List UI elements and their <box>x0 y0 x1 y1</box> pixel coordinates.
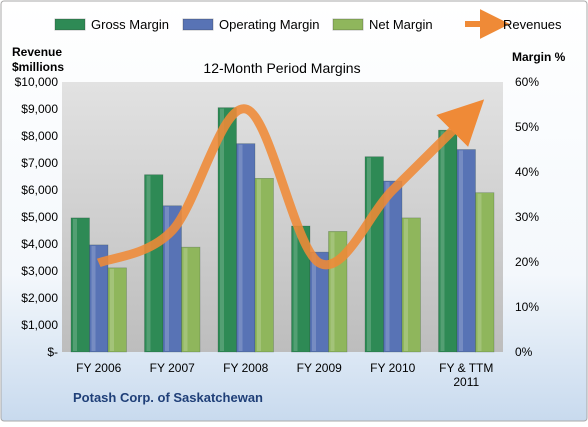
left-tick-label: $3,000 <box>21 264 58 278</box>
legend-label-gross-margin: Gross Margin <box>91 17 169 32</box>
bar-highlight <box>459 150 463 351</box>
revenue-line <box>96 99 485 270</box>
bar-highlight <box>220 108 224 352</box>
bar-highlight <box>91 245 96 351</box>
bar-highlight <box>146 175 151 351</box>
right-tick-label: 50% <box>515 120 539 134</box>
plot-area <box>62 82 503 352</box>
bars <box>70 107 495 353</box>
bar-highlight <box>73 218 77 351</box>
category-label: FY 2010 <box>370 361 415 375</box>
bar-highlight <box>257 179 261 351</box>
bar-highlight <box>367 157 371 351</box>
legend: Gross Margin Operating Margin Net Margin Re… <box>54 9 562 39</box>
bar-highlight <box>293 227 298 351</box>
right-tick-label: 40% <box>515 165 539 179</box>
right-axis-label: Margin % <box>512 50 566 64</box>
bar-highlight <box>477 193 482 351</box>
left-tick-label: $5,000 <box>21 210 58 224</box>
left-tick-label: $4,000 <box>21 237 58 251</box>
bar-highlight <box>385 182 390 351</box>
bar-net-margin <box>254 178 274 353</box>
bar-net-margin <box>401 217 421 353</box>
legend-swatch-net-margin <box>332 18 364 31</box>
right-tick-label: 20% <box>515 255 539 269</box>
bar-highlight <box>183 248 188 351</box>
left-tick-label: $- <box>47 345 58 359</box>
right-tick-label: 10% <box>515 300 539 314</box>
left-tick-label: $1,000 <box>21 318 58 332</box>
legend-swatch-operating-margin <box>182 18 214 31</box>
bar-highlight <box>238 144 243 351</box>
revenue-line-group <box>96 99 485 270</box>
left-tick-label: $8,000 <box>21 129 58 143</box>
chart-title: 12-Month Period Margins <box>203 60 360 76</box>
bar-highlight <box>312 253 316 351</box>
category-label: FY 2006 <box>76 361 121 375</box>
bar-net-margin <box>181 246 201 353</box>
category-label: FY 2007 <box>150 361 195 375</box>
bar-highlight <box>330 232 335 351</box>
category-label: FY 2009 <box>297 361 342 375</box>
left-axis-ticks: $- $1,000 $2,000 $3,000 $4,000 $5,000 $6,000 $7… <box>15 75 59 359</box>
legend-label-operating-margin: Operating Margin <box>219 17 319 32</box>
category-labels: FY 2006 FY 2007 FY 2008 FY 2009 FY 2010 FY & … <box>76 361 493 389</box>
left-tick-label: $9,000 <box>21 102 58 116</box>
bar-net-margin <box>475 192 495 353</box>
legend-swatch-gross-margin <box>54 18 86 31</box>
bar-net-margin <box>107 267 127 353</box>
bar-highlight <box>165 206 169 351</box>
category-label: FY 2008 <box>223 361 268 375</box>
right-axis-ticks: 0% 10% 20% 30% 40% 50% 60% <box>515 75 539 359</box>
left-tick-label: $6,000 <box>21 183 58 197</box>
legend-label-revenues: Revenues <box>503 17 562 32</box>
bar-highlight <box>440 131 445 351</box>
left-tick-label: $2,000 <box>21 291 58 305</box>
left-tick-label: $10,000 <box>15 75 59 89</box>
left-tick-label: $7,000 <box>21 156 58 170</box>
left-axis-label-line1: Revenue <box>12 45 62 59</box>
footer-company-name: Potash Corp. of Saskatchewan <box>73 390 263 405</box>
legend-label-net-margin: Net Margin <box>369 17 433 32</box>
left-axis-label-line2: $millions <box>12 60 64 74</box>
category-label: FY & TTM 2011 <box>439 361 493 389</box>
right-tick-label: 0% <box>515 345 533 359</box>
bar-highlight <box>110 268 114 351</box>
bar-highlight <box>404 218 408 351</box>
right-tick-label: 30% <box>515 210 539 224</box>
right-tick-label: 60% <box>515 75 539 89</box>
